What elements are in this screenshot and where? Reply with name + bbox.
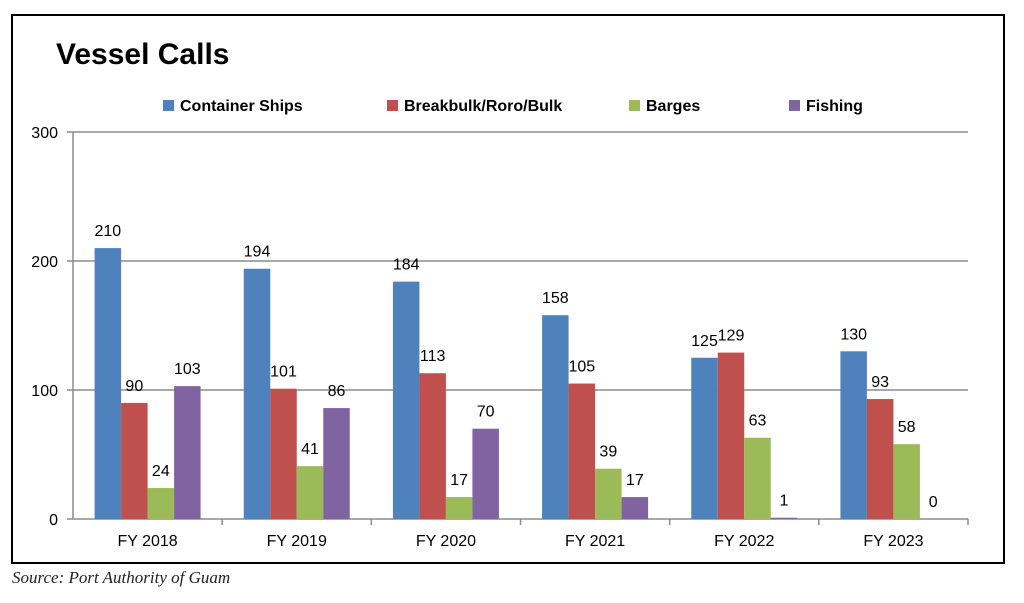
data-label: 41 [301,441,319,458]
source-note: Source: Port Authority of Guam [12,568,231,587]
legend-label: Container Ships [180,98,303,115]
legend-swatch [789,100,800,111]
data-label: 105 [568,359,595,376]
bar [243,268,271,519]
bar [744,437,771,519]
bar [691,357,718,519]
chart-frame: Vessel Calls 0 100 200 300 210 90 24 103 FY 2018… [11,14,1005,564]
y-tick-label: 200 [31,254,58,271]
data-label: 184 [393,257,420,274]
data-label: 210 [94,223,121,240]
data-label: 158 [542,290,569,307]
x-tick-label: FY 2018 [117,533,177,550]
bar [866,399,894,519]
data-label: 39 [599,444,617,461]
y-tick-label: 100 [31,383,58,400]
data-label: 93 [871,374,889,391]
bar [893,444,920,519]
data-label: 194 [244,244,271,261]
bar [840,351,867,519]
chart-title: Vessel Calls [56,38,230,71]
bar [568,383,596,519]
bar [296,466,324,519]
legend-swatch [387,100,398,111]
bar [392,281,420,519]
bar [445,497,473,519]
data-label: 63 [749,413,767,430]
legend-label: Barges [646,98,700,115]
data-label: 70 [477,404,495,421]
bar [472,428,499,519]
data-label: 1 [780,493,789,510]
data-label: 90 [125,378,143,395]
data-label: 86 [328,383,346,400]
data-label: 24 [152,463,170,480]
data-label: 0 [929,494,938,511]
data-label: 129 [718,328,745,345]
x-tick-label: FY 2023 [863,533,923,550]
y-tick-label: 0 [49,512,58,529]
bar [542,315,569,519]
bar [717,352,745,519]
bar [323,408,350,519]
data-label: 101 [270,364,297,381]
bar [621,497,649,519]
bar [121,402,148,519]
x-tick-label: FY 2022 [714,533,774,550]
vessel-calls-chart: 0 100 200 300 210 90 24 103 FY 2018 194 101 41 86 FY … [31,98,969,550]
y-tick-label: 300 [31,125,58,142]
data-label: 58 [898,419,916,436]
data-label: 113 [420,348,446,365]
x-tick-label: FY 2020 [416,533,476,550]
legend-label: Fishing [806,98,863,115]
bar [595,468,622,519]
bar [94,248,122,519]
x-tick-label: FY 2021 [565,533,625,550]
data-label: 17 [450,472,468,489]
legend-label: Breakbulk/Roro/Bulk [404,98,562,115]
data-label: 17 [626,472,644,489]
legend-swatch [163,100,174,111]
bar [419,373,446,519]
bar [770,517,798,519]
data-label: 130 [840,326,867,343]
bar [147,488,175,519]
data-label: 103 [174,361,201,378]
x-tick-label: FY 2019 [267,533,327,550]
data-label: 125 [691,333,718,350]
bar [174,386,201,519]
legend-swatch [629,100,640,111]
bar [270,388,297,519]
